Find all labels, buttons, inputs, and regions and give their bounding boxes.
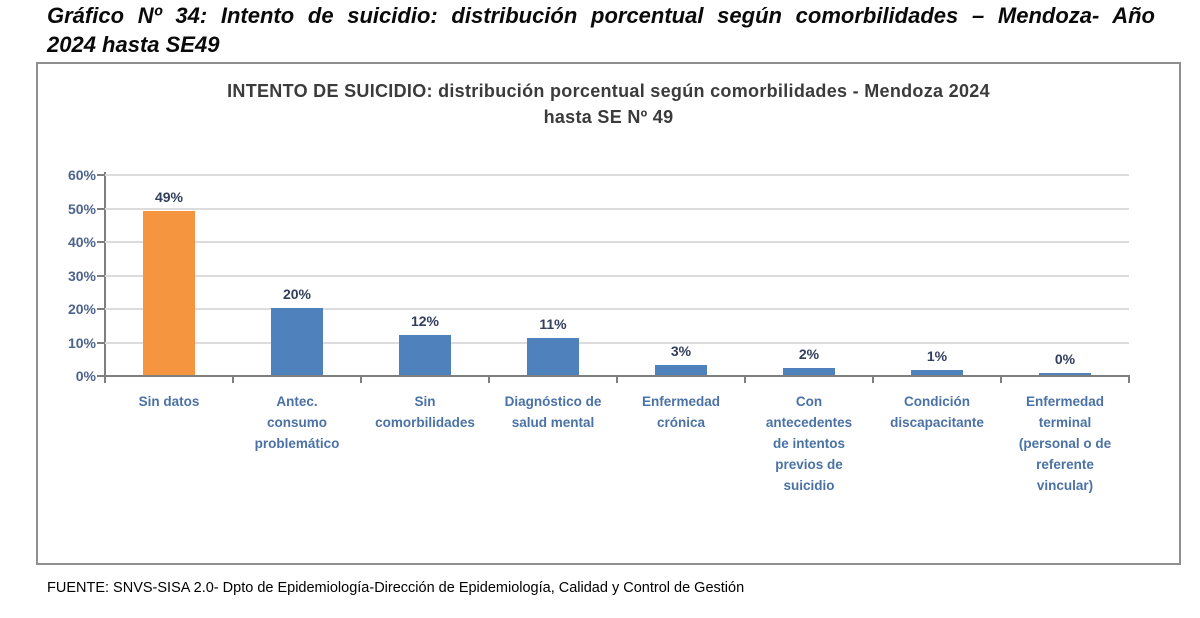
x-tick-mark (1000, 377, 1002, 383)
x-tick-mark (872, 377, 874, 383)
figure-caption: Gráfico Nº 34: Intento de suicidio: dist… (47, 1, 1155, 59)
x-category-label: Enfermedad terminal (personal o de refer… (1018, 394, 1112, 493)
bar-value-label: 0% (1054, 351, 1076, 367)
chart-frame: INTENTO DE SUICIDIO: distribución porcen… (36, 62, 1181, 565)
figure-caption-line2: 2024 hasta SE49 (47, 32, 220, 57)
bar-value-label: 2% (798, 346, 820, 362)
y-tick-mark (97, 274, 104, 277)
x-category-label: Sin comorbilidades (375, 394, 475, 430)
bar (655, 365, 707, 375)
x-tick-mark (616, 377, 618, 383)
x-axis-line (104, 375, 1130, 377)
x-tick-mark (232, 377, 234, 383)
y-tick-mark (97, 308, 104, 310)
bar-value-label: 49% (154, 189, 184, 205)
x-tick-mark (488, 377, 490, 383)
bar (911, 370, 963, 375)
y-tick-label: 20% (67, 301, 96, 317)
bar (1039, 373, 1091, 375)
bar-value-label: 20% (282, 286, 312, 302)
x-category-label: Enfermedad crónica (641, 394, 721, 430)
x-category-label: Diagnóstico de salud mental (504, 394, 602, 430)
y-tick-mark (97, 174, 104, 176)
bar (143, 211, 195, 375)
y-tick-label: 10% (67, 334, 96, 351)
chart-title-line2: hasta SE Nº 49 (543, 107, 674, 127)
x-tick-mark (1128, 377, 1130, 383)
gridline (105, 308, 1129, 310)
source-note: FUENTE: SNVS-SISA 2.0- Dpto de Epidemiol… (47, 580, 745, 596)
bar (783, 368, 835, 375)
y-tick-label: 60% (67, 167, 96, 183)
chart-title: INTENTO DE SUICIDIO: distribución porcen… (38, 78, 1179, 130)
x-category-label: Antec. consumo problemático (254, 394, 340, 451)
bar (527, 338, 579, 375)
bar (399, 335, 451, 375)
bar-value-label: 3% (670, 343, 692, 359)
bar (271, 308, 323, 375)
bar-value-label: 12% (410, 313, 440, 329)
chart-title-line1: INTENTO DE SUICIDIO: distribución porcen… (227, 81, 990, 101)
figure-caption-line1: Gráfico Nº 34: Intento de suicidio: dist… (47, 3, 1155, 28)
x-category-label: Condición discapacitante (890, 394, 984, 430)
x-category-label: Con antecedentes de intentos previos de … (765, 394, 853, 493)
x-category-label: Sin datos (138, 394, 200, 409)
bar-value-label: 11% (539, 316, 567, 332)
y-tick-label: 50% (67, 200, 96, 217)
y-tick-mark (97, 375, 104, 377)
plot-area: 0% 10% 20% 30% 40% 50% 60% 49% Sin datos 20% Antec… (38, 64, 1179, 563)
y-tick-label: 30% (67, 267, 96, 284)
y-tick-mark (97, 241, 104, 243)
y-tick-mark (97, 207, 104, 210)
x-tick-mark (104, 377, 106, 383)
x-tick-mark (360, 377, 362, 383)
y-tick-label: 0% (75, 368, 96, 384)
gridline (105, 274, 1129, 277)
gridline (105, 341, 1129, 344)
gridline (105, 174, 1129, 176)
gridline (105, 241, 1129, 243)
gridline (105, 207, 1129, 210)
bar-value-label: 1% (926, 348, 948, 364)
x-tick-mark (744, 377, 746, 383)
y-tick-mark (97, 341, 104, 344)
y-tick-label: 40% (67, 234, 96, 250)
